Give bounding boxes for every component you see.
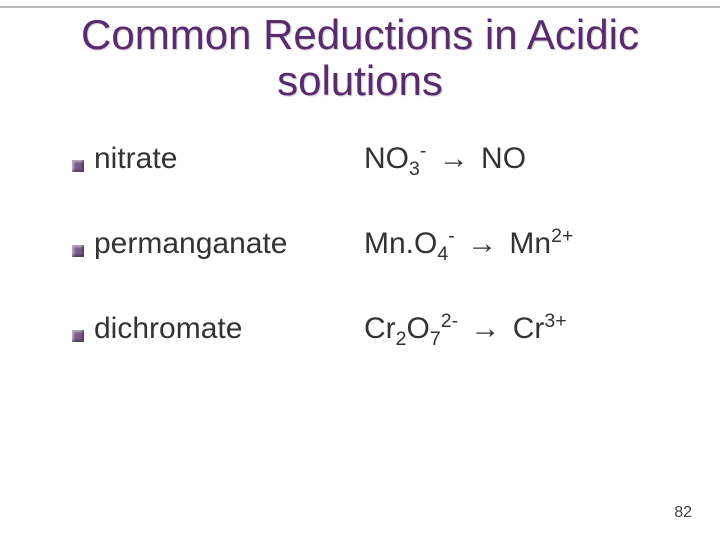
reduction-label: permanganate [94, 227, 364, 261]
top-divider [0, 6, 720, 8]
reduction-row: nitrate NO3- → NO [40, 140, 680, 181]
reduction-formula: Mn.O4- → Mn2+ [364, 225, 573, 266]
page-number: 82 [674, 504, 692, 522]
formula-rhs: NO [481, 142, 526, 175]
bullet-icon [72, 160, 84, 172]
title-line-1: Common Reductions in Acidic [81, 11, 639, 58]
slide-content: Common Reductions in Acidic solutions ni… [0, 0, 720, 351]
formula-lhs: Cr2O72- [364, 312, 458, 345]
reduction-row: dichromate Cr2O72- → Cr3+ [40, 310, 680, 351]
reduction-formula: NO3- → NO [364, 140, 526, 181]
arrow-icon: → [463, 227, 501, 261]
bullet-icon [72, 330, 84, 342]
formula-rhs: Mn2+ [509, 227, 573, 260]
reduction-row: permanganate Mn.O4- → Mn2+ [40, 225, 680, 266]
formula-lhs: Mn.O4- [364, 227, 455, 260]
arrow-icon: → [435, 142, 473, 176]
reduction-label: nitrate [94, 142, 364, 176]
reduction-label: dichromate [94, 312, 364, 346]
formula-rhs: Cr3+ [513, 312, 567, 345]
reduction-formula: Cr2O72- → Cr3+ [364, 310, 567, 351]
arrow-icon: → [466, 312, 504, 346]
bullet-icon [72, 245, 84, 257]
title-line-2: solutions [277, 57, 443, 104]
formula-lhs: NO3- [364, 142, 426, 175]
page-title: Common Reductions in Acidic solutions [40, 12, 680, 104]
